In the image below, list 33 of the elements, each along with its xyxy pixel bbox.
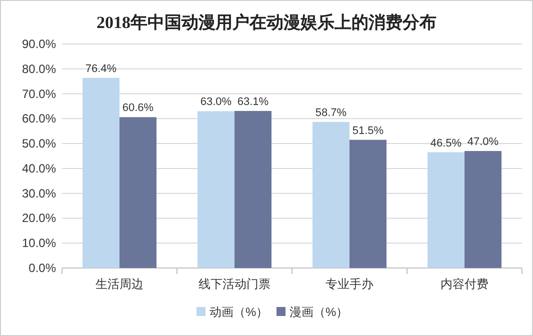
data-label: 47.0% [467, 136, 499, 148]
x-tick-label: 内容付费 [440, 277, 488, 291]
legend-label: 漫画（%） [290, 305, 348, 319]
x-tick-label: 生活周边 [96, 277, 144, 291]
legend-label: 动画（%） [210, 305, 268, 319]
y-tick-label: 30.0% [22, 186, 56, 200]
y-tick-label: 80.0% [22, 62, 56, 76]
data-label: 51.5% [352, 124, 384, 137]
y-tick-label: 60.0% [22, 112, 56, 126]
x-tick-label: 线下活动门票 [198, 277, 270, 291]
bar [198, 111, 234, 268]
bar [82, 78, 120, 268]
data-label: 46.5% [430, 137, 462, 150]
bar [464, 151, 502, 268]
x-tick-label: 专业手办 [326, 277, 374, 291]
y-tick-label: 40.0% [22, 161, 56, 176]
y-tick-label: 10.0% [22, 236, 56, 250]
data-label: 58.7% [315, 106, 347, 119]
y-tick-label: 50.0% [22, 136, 56, 151]
bar [428, 152, 464, 268]
chart-title: 2018年中国动漫用户在动漫娱乐上的消费分布 [96, 13, 436, 32]
bar [350, 140, 386, 268]
bar [234, 110, 272, 268]
data-label: 60.6% [122, 102, 154, 114]
data-label: 63.0% [200, 96, 232, 108]
data-label: 63.1% [237, 96, 269, 108]
y-tick-label: 0.0% [28, 261, 56, 275]
bar [312, 122, 350, 268]
bar [120, 117, 156, 268]
y-tick-label: 20.0% [22, 211, 56, 226]
y-tick-label: 70.0% [22, 86, 56, 101]
data-label: 76.4% [85, 62, 117, 75]
y-tick-label: 90.0% [22, 37, 56, 51]
